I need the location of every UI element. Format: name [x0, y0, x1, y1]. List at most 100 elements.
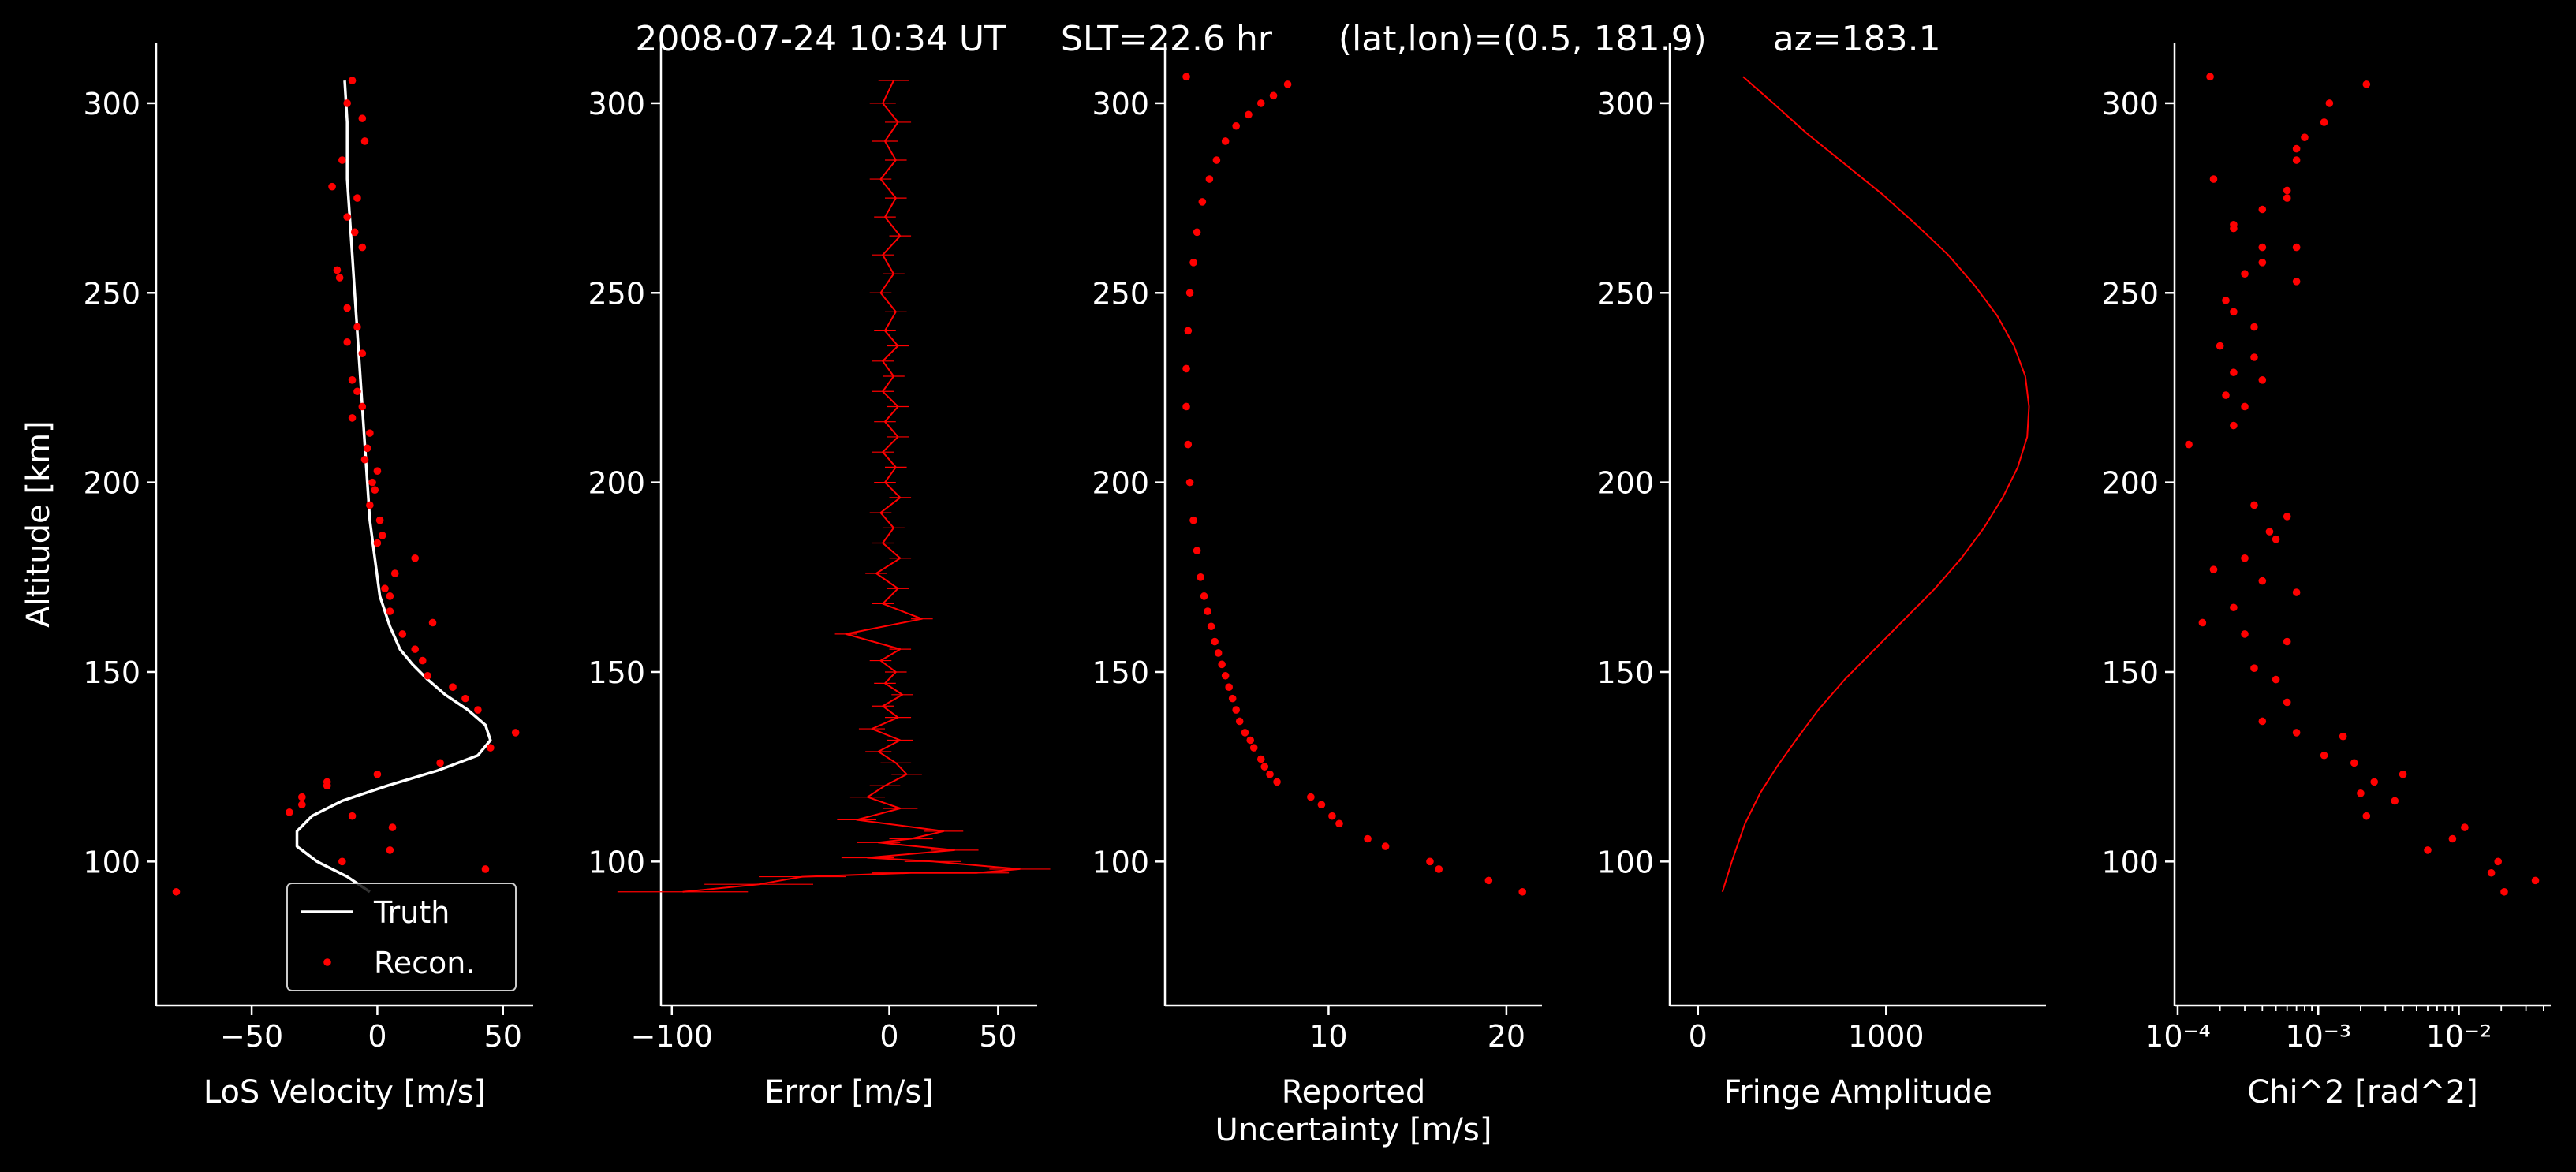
data-point — [1221, 671, 1230, 680]
panel-5: 100 150 200 250 300 10⁻⁴ 10⁻³ 10⁻² Chi^2 [rad^2] — [2101, 43, 2551, 1110]
data-point — [386, 846, 394, 854]
y-tick-label: 200 — [588, 466, 645, 501]
data-point — [2216, 342, 2224, 350]
data-point — [1273, 778, 1281, 786]
data-point — [1307, 793, 1315, 801]
series-group — [172, 77, 520, 896]
series-line-1 — [1721, 76, 2030, 893]
data-point — [2258, 205, 2267, 214]
y-tick-label: 300 — [83, 87, 140, 121]
data-point — [424, 671, 431, 680]
data-point — [2292, 144, 2301, 153]
data-point — [436, 759, 444, 767]
data-point — [2258, 243, 2267, 252]
data-point — [1484, 876, 1493, 885]
data-point — [328, 182, 336, 191]
data-point — [2362, 80, 2371, 88]
data-point — [338, 857, 346, 866]
data-point — [2362, 812, 2371, 820]
y-tick-label: 300 — [588, 87, 645, 121]
data-point — [353, 387, 361, 396]
data-point — [1200, 592, 1208, 600]
data-point — [373, 539, 382, 547]
data-point — [2241, 270, 2249, 278]
data-point — [1266, 770, 1274, 778]
data-point — [1426, 857, 1434, 866]
x-tick-label: 0 — [368, 1019, 386, 1054]
x-tick-label: 0 — [1689, 1019, 1708, 1054]
data-point — [358, 349, 367, 357]
data-point — [343, 304, 351, 312]
data-point — [2391, 797, 2399, 805]
data-point — [1245, 110, 1253, 119]
data-point — [1235, 717, 1244, 726]
x-tick-label: 1000 — [1848, 1019, 1925, 1054]
data-point — [1182, 364, 1190, 373]
data-point — [2241, 554, 2249, 562]
data-point — [1193, 547, 1201, 554]
data-point — [2185, 440, 2193, 449]
data-point — [1198, 198, 1207, 206]
data-point — [1193, 228, 1201, 237]
y-tick-label: 100 — [1596, 845, 1654, 879]
data-point — [2265, 528, 2274, 536]
y-tick-label: 200 — [2101, 466, 2159, 501]
data-point — [348, 812, 357, 820]
data-point — [323, 778, 331, 786]
y-axis-label: Altitude [km] — [21, 420, 57, 627]
data-point — [2487, 868, 2496, 877]
data-point — [350, 228, 359, 237]
data-point — [358, 402, 367, 411]
x-tick-label: 50 — [979, 1019, 1017, 1054]
data-point — [1182, 402, 1190, 411]
data-point — [333, 266, 342, 274]
data-point — [366, 501, 374, 509]
data-point — [338, 156, 346, 164]
data-point — [1317, 801, 1326, 809]
data-point — [2500, 887, 2508, 896]
data-point — [2241, 630, 2249, 638]
data-point — [411, 554, 420, 562]
x-axis-label: Error [m/s] — [764, 1074, 934, 1110]
data-point — [2241, 402, 2249, 411]
x-tick-label: 10⁻² — [2426, 1019, 2492, 1054]
data-point — [2283, 194, 2291, 202]
data-point — [1182, 73, 1190, 81]
y-tick-label: 250 — [588, 276, 645, 311]
y-tick-label: 100 — [1092, 845, 1149, 879]
data-point — [2222, 391, 2230, 399]
data-point — [2461, 823, 2469, 831]
data-point — [2258, 717, 2267, 726]
data-point — [1241, 729, 1249, 737]
data-point — [2350, 759, 2358, 767]
y-tick-label: 200 — [83, 466, 140, 501]
data-point — [1256, 99, 1265, 107]
data-point — [1364, 834, 1372, 843]
x-axis-label: Fringe Amplitude — [1723, 1074, 1992, 1110]
data-point — [348, 376, 357, 384]
data-point — [1207, 622, 1215, 631]
data-point — [2424, 846, 2432, 854]
y-tick-label: 200 — [1092, 466, 1149, 501]
data-point — [2283, 698, 2291, 707]
data-point — [1205, 175, 1214, 183]
data-point — [366, 429, 374, 437]
data-point — [1246, 736, 1255, 745]
data-point — [2250, 353, 2258, 361]
data-point — [418, 656, 427, 665]
y-tick-label: 250 — [2101, 276, 2159, 311]
legend-box — [286, 883, 517, 991]
data-point — [428, 618, 437, 627]
figure-title: 2008-07-24 10:34 UT SLT=22.6 hr (lat,lon… — [635, 19, 1940, 59]
data-point — [353, 194, 361, 202]
x-axis-label: Chi^2 [rad^2] — [2247, 1074, 2478, 1110]
data-point — [1185, 289, 1194, 297]
data-point — [2320, 751, 2328, 760]
x-axis-label: Uncertainty [m/s] — [1215, 1112, 1492, 1148]
y-tick-label: 150 — [1596, 655, 1654, 690]
x-axis-label: Reported — [1282, 1074, 1426, 1110]
data-point — [386, 607, 394, 615]
x-tick-label: 10⁻⁴ — [2145, 1019, 2211, 1054]
y-tick-label: 150 — [1092, 655, 1149, 690]
